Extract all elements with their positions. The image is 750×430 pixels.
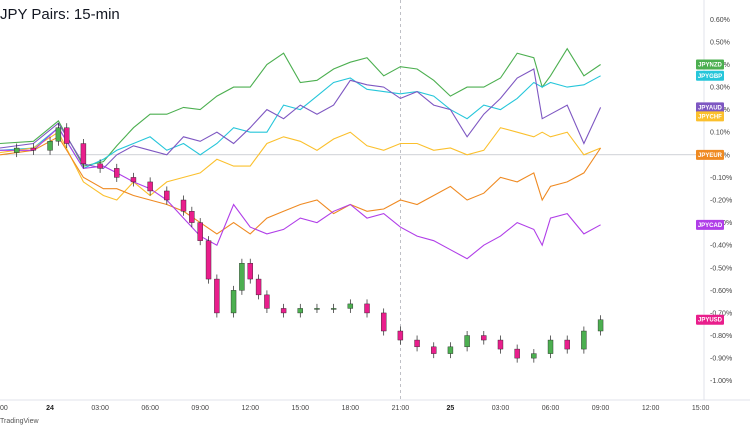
candle-body — [80, 143, 87, 165]
price-tag-label: JPYUSD — [698, 318, 723, 324]
chart-title: JPY Pairs: 15-min — [0, 6, 120, 23]
candle-body — [414, 339, 420, 348]
x-tick-label: 15:00 — [292, 405, 310, 412]
candle-body — [114, 168, 120, 178]
candle-body — [531, 353, 537, 359]
price-tag-jpychf — [696, 111, 724, 122]
candle-body — [330, 308, 337, 310]
price-tag-label: JPYCHF — [698, 114, 722, 120]
candle-body — [364, 303, 370, 314]
candle-body — [264, 294, 270, 309]
y-tick-label: -0.40% — [710, 243, 732, 250]
candle-body — [497, 339, 504, 350]
candle-body — [230, 290, 237, 314]
y-tick-label: 0.50% — [710, 39, 730, 46]
x-tick-label: 09:00 — [191, 405, 209, 412]
candle-body — [597, 319, 604, 332]
x-tick-label: 03:00 — [91, 405, 109, 412]
series-line-jpygbp — [0, 75, 601, 170]
candle-body — [280, 308, 287, 314]
candle-body — [297, 308, 303, 314]
candle-body — [247, 263, 253, 280]
y-tick-label: -1.00% — [710, 378, 732, 385]
y-tick-label: 0.10% — [710, 130, 730, 137]
y-tick-label: 0.60% — [710, 17, 730, 24]
candle-body — [64, 127, 70, 144]
candle-body — [13, 147, 20, 153]
x-tick-label: 15:00 — [692, 405, 710, 412]
price-tag-jpycad — [696, 219, 724, 230]
candle-body — [97, 163, 103, 169]
y-tick-label: -0.20% — [710, 198, 732, 205]
candle-body — [130, 177, 137, 183]
candle-body — [564, 339, 570, 350]
candle-body — [380, 312, 387, 332]
x-tick-label: 09:00 — [592, 405, 610, 412]
candle-body — [214, 278, 220, 314]
candle-body — [55, 127, 62, 142]
candle-body — [239, 263, 245, 291]
price-tag-label: JPYCAD — [698, 223, 723, 229]
series-line-jpychf — [0, 127, 601, 201]
candle-body — [431, 346, 437, 354]
candle-body — [197, 222, 203, 241]
x-tick-label: 06:00 — [141, 405, 159, 412]
x-tick-label: 25 — [447, 405, 455, 412]
candle-body — [164, 190, 170, 201]
y-tick-label: 0.30% — [710, 85, 730, 92]
y-tick-label: -0.70% — [710, 310, 732, 317]
candle-body — [147, 181, 153, 192]
candle-body — [189, 211, 195, 223]
candle-body — [347, 303, 354, 309]
series-line-jpynzd — [0, 47, 601, 167]
series-line-jpyaud — [0, 68, 602, 170]
y-tick-label: -0.90% — [710, 356, 732, 363]
price-tag-jpyaud — [696, 102, 724, 113]
x-tick-label: 18:00 — [342, 405, 360, 412]
price-tag-jpynzd — [696, 59, 724, 70]
candle-body — [255, 278, 262, 296]
x-tick-label: 24 — [46, 405, 54, 412]
candle-body — [314, 308, 320, 310]
candle-body — [47, 141, 53, 151]
candle-body — [514, 348, 520, 359]
series-line-jpycad — [0, 126, 601, 260]
candle-body — [30, 147, 37, 151]
price-tag-jpyeur — [696, 149, 724, 160]
candle-body — [581, 330, 587, 350]
price-tag-label: JPYEUR — [698, 153, 723, 159]
candle-body — [547, 339, 554, 354]
x-tick-label: 12:00 — [642, 405, 660, 412]
tradingview-logo: TradingView — [0, 418, 39, 425]
y-tick-label: -0.60% — [710, 288, 732, 295]
x-tick-label: 03:00 — [492, 405, 510, 412]
y-tick-label: -0.80% — [710, 333, 732, 340]
y-tick-label: -0.10% — [710, 175, 732, 182]
price-tag-label: JPYAUD — [698, 105, 722, 111]
candle-body — [481, 335, 487, 341]
price-tag-label: JPYNZD — [698, 62, 722, 68]
candle-body — [447, 346, 454, 354]
price-tag-jpygbp — [696, 70, 724, 81]
x-tick-label: 21:00 — [392, 405, 410, 412]
candle-body — [180, 199, 187, 212]
x-tick-label: 00 — [0, 405, 8, 412]
price-tag-label: JPYGBP — [698, 74, 722, 80]
x-tick-label: 12:00 — [241, 405, 259, 412]
candle-body — [205, 240, 212, 280]
y-tick-label: -0.50% — [710, 265, 732, 272]
series-line-jpyeur — [0, 136, 602, 235]
price-tag-jpyusd — [696, 314, 724, 325]
candle-body — [464, 335, 470, 348]
candle-body — [397, 330, 404, 341]
x-tick-label: 06:00 — [542, 405, 560, 412]
